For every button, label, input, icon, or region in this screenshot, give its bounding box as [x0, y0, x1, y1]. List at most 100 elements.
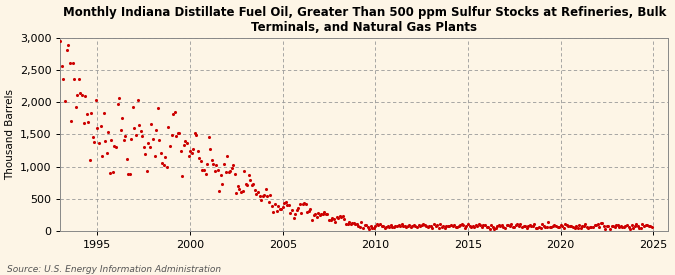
Point — [64, 61, 75, 65]
Point — [373, 223, 384, 227]
Point — [217, 182, 228, 186]
Point — [81, 112, 92, 117]
Point — [484, 227, 495, 231]
Point — [236, 189, 246, 194]
Point — [342, 222, 353, 227]
Point — [356, 220, 367, 224]
Point — [274, 206, 285, 211]
Point — [489, 227, 500, 231]
Point — [381, 224, 392, 229]
Point — [628, 226, 639, 230]
Point — [55, 39, 65, 43]
Point — [462, 222, 473, 226]
Point — [486, 223, 497, 227]
Point — [306, 218, 317, 222]
Point — [406, 225, 416, 229]
Point — [154, 138, 165, 142]
Point — [122, 157, 132, 161]
Point — [155, 151, 166, 155]
Point — [588, 225, 599, 229]
Point — [454, 224, 464, 228]
Point — [126, 137, 137, 141]
Text: Source: U.S. Energy Information Administration: Source: U.S. Energy Information Administ… — [7, 265, 221, 274]
Point — [63, 43, 74, 48]
Point — [354, 225, 365, 229]
Point — [57, 64, 68, 68]
Point — [161, 165, 172, 169]
Point — [198, 168, 209, 172]
Point — [291, 208, 302, 213]
Point — [83, 120, 94, 125]
Point — [481, 224, 492, 229]
Point — [345, 222, 356, 227]
Point — [416, 223, 427, 228]
Point — [177, 173, 188, 178]
Point — [622, 223, 632, 227]
Point — [475, 223, 486, 227]
Point — [379, 226, 390, 230]
Point — [333, 216, 344, 221]
Point — [254, 194, 265, 199]
Point — [365, 224, 376, 228]
Point — [59, 98, 70, 103]
Point — [200, 172, 211, 176]
Point — [600, 227, 611, 231]
Point — [174, 131, 185, 135]
Point — [105, 171, 115, 175]
Point — [362, 225, 373, 229]
Point — [142, 169, 153, 173]
Point — [423, 224, 433, 229]
Point — [246, 183, 257, 187]
Point — [569, 226, 580, 230]
Point — [538, 223, 549, 228]
Point — [180, 138, 191, 143]
Title: Monthly Indiana Distillate Fuel Oil, Greater Than 500 ppm Sulfur Stocks at Refin: Monthly Indiana Distillate Fuel Oil, Gre… — [63, 6, 666, 34]
Point — [288, 216, 299, 221]
Point — [512, 221, 523, 226]
Point — [418, 222, 429, 227]
Point — [296, 210, 306, 215]
Point — [546, 225, 557, 229]
Point — [556, 223, 566, 227]
Point — [472, 224, 483, 228]
Point — [371, 222, 382, 227]
Point — [300, 202, 311, 207]
Point — [321, 212, 331, 217]
Point — [626, 223, 637, 227]
Point — [521, 226, 532, 230]
Point — [364, 227, 375, 232]
Point — [197, 168, 208, 172]
Point — [359, 223, 370, 227]
Point — [497, 223, 508, 228]
Point — [574, 223, 585, 228]
Point — [563, 224, 574, 229]
Point — [624, 227, 635, 231]
Point — [276, 207, 287, 211]
Point — [90, 98, 101, 102]
Point — [506, 222, 516, 227]
Point — [447, 224, 458, 228]
Point — [315, 213, 325, 218]
Point — [189, 131, 200, 136]
Point — [581, 225, 592, 230]
Point — [408, 223, 419, 227]
Point — [414, 224, 425, 228]
Point — [568, 225, 578, 229]
Point — [159, 163, 169, 167]
Point — [265, 193, 276, 197]
Point — [387, 225, 398, 229]
Point — [557, 224, 568, 228]
Point — [378, 224, 389, 229]
Point — [166, 133, 177, 138]
Point — [209, 169, 220, 174]
Point — [231, 191, 242, 195]
Point — [382, 223, 393, 228]
Point — [617, 225, 628, 229]
Point — [601, 224, 612, 228]
Point — [645, 224, 655, 229]
Point — [256, 198, 267, 202]
Point — [375, 222, 385, 227]
Point — [443, 224, 454, 229]
Point — [117, 116, 128, 121]
Point — [458, 223, 468, 227]
